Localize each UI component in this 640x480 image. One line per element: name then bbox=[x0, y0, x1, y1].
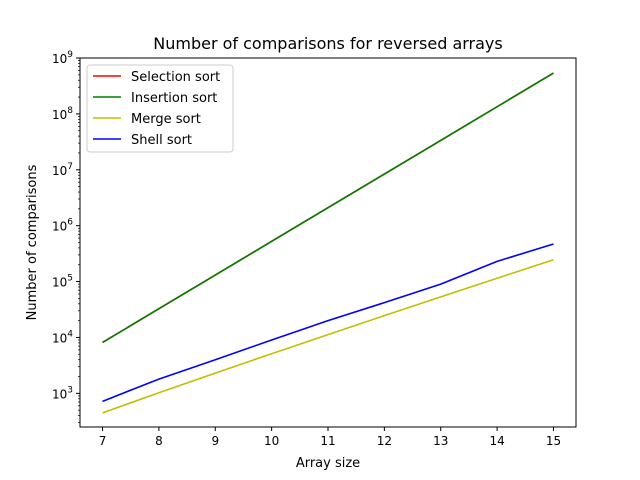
x-tick-label: 8 bbox=[155, 434, 163, 448]
x-axis-ticks: 7 8 9 10 11 12 13 14 15 bbox=[99, 427, 561, 448]
x-tick-label: 14 bbox=[489, 434, 504, 448]
y-tick-label: 107 bbox=[52, 162, 73, 178]
series-line-merge-sort bbox=[102, 258, 554, 414]
x-tick-label: 15 bbox=[546, 434, 561, 448]
legend-label-shell-sort: Shell sort bbox=[131, 133, 192, 148]
y-tick-label: 108 bbox=[52, 106, 73, 122]
y-tick-label: 109 bbox=[52, 50, 73, 66]
series-line-shell-sort bbox=[102, 243, 554, 403]
y-axis-label: Number of comparisons bbox=[25, 164, 40, 320]
x-tick-label: 10 bbox=[264, 434, 279, 448]
y-tick-label: 106 bbox=[52, 218, 73, 234]
legend-label-insertion-sort: Insertion sort bbox=[131, 91, 217, 106]
y-tick-label: 104 bbox=[52, 329, 73, 345]
x-axis-label: Array size bbox=[296, 456, 360, 471]
legend-label-selection-sort: Selection sort bbox=[131, 70, 220, 85]
legend-label-merge-sort: Merge sort bbox=[131, 112, 201, 127]
y-tick-label: 105 bbox=[52, 274, 73, 290]
x-tick-label: 9 bbox=[211, 434, 219, 448]
series-line-insertion-sort bbox=[102, 72, 554, 344]
legend: Selection sort Insertion sort Merge sort Sh… bbox=[86, 64, 234, 153]
legend-box bbox=[86, 64, 234, 153]
x-tick-label: 7 bbox=[99, 434, 107, 448]
y-axis-ticks: 103 104 105 106 107 108 109 bbox=[52, 50, 80, 423]
series-layer bbox=[102, 72, 554, 414]
x-tick-label: 12 bbox=[377, 434, 392, 448]
y-tick-label: 103 bbox=[52, 385, 73, 401]
chart-title: Number of comparisons for reversed array… bbox=[153, 34, 502, 53]
x-tick-label: 11 bbox=[320, 434, 335, 448]
x-tick-label: 13 bbox=[433, 434, 448, 448]
